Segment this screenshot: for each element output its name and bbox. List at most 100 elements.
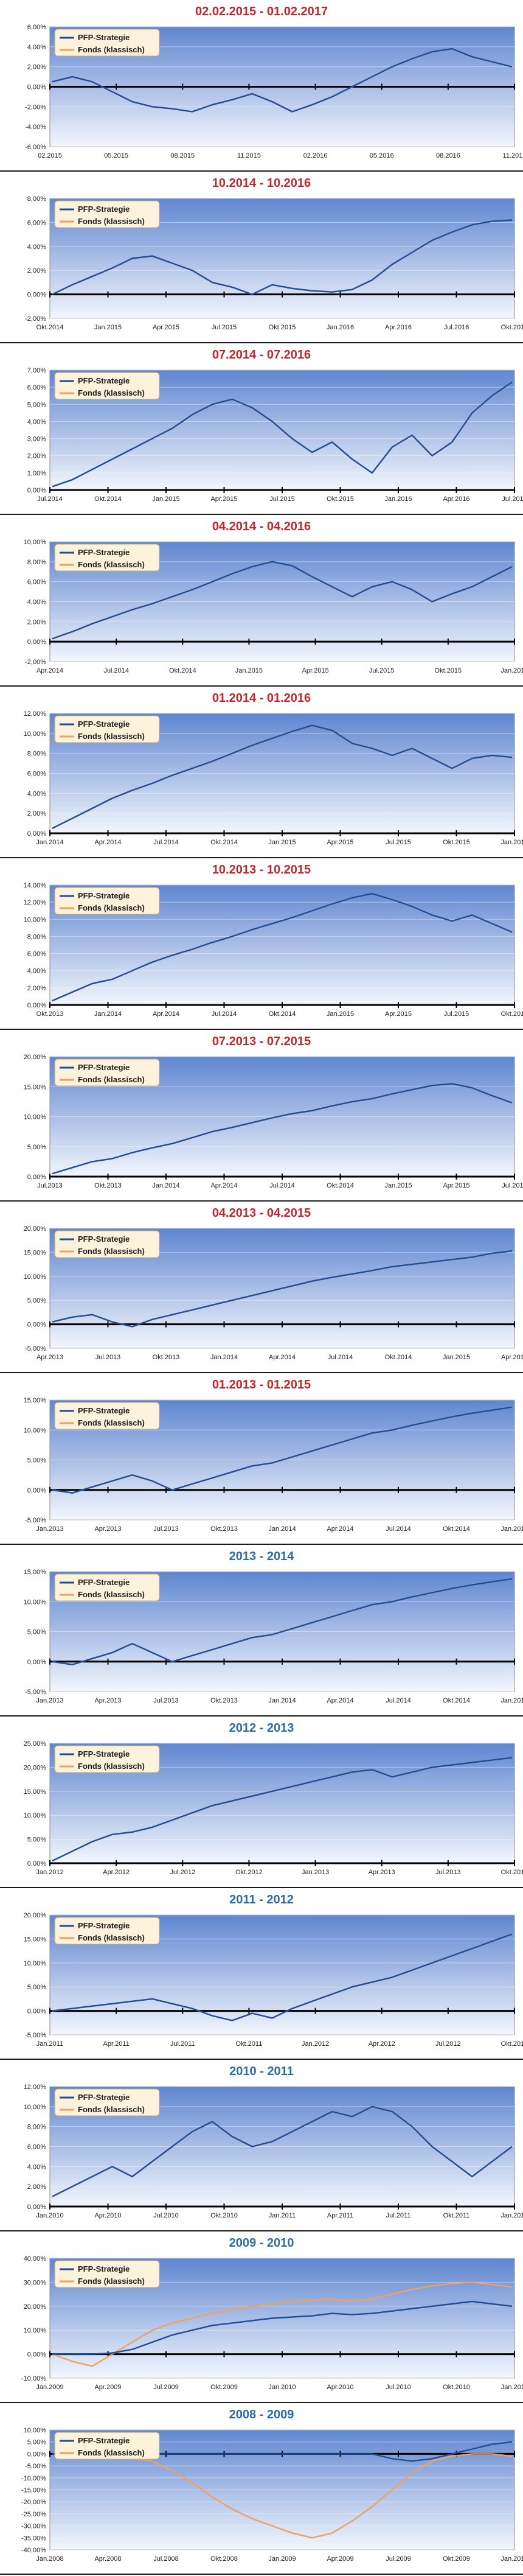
y-tick-label: 4,00% xyxy=(27,968,46,975)
chart-title: 2009 - 2010 xyxy=(229,2236,294,2250)
x-tick-label: Jul.2014 xyxy=(103,667,129,674)
y-tick-label: 0,00% xyxy=(27,2008,46,2015)
x-tick-label: Apr.2012 xyxy=(369,2040,395,2048)
x-tick-label: Okt.2014 xyxy=(443,1697,470,1704)
y-tick-label: 6,00% xyxy=(27,219,46,226)
chart-panel: 04.2014 - 04.2016 10,00% 8,00% 6,00% 4,00% 2,… xyxy=(0,515,523,687)
legend-label: Fonds (klassisch) xyxy=(78,2277,145,2286)
x-tick-label: Jul.2013 xyxy=(153,1697,179,1704)
y-tick-label: 1,00% xyxy=(27,470,46,477)
x-tick-label: Jan.2008 xyxy=(36,2555,63,2563)
legend-box xyxy=(54,2088,160,2116)
y-tick-label: 10,00% xyxy=(24,730,47,738)
x-tick-label: Apr.2014 xyxy=(36,667,63,674)
y-tick-label: 6,00% xyxy=(27,24,46,31)
legend-label: Fonds (klassisch) xyxy=(78,1247,145,1256)
x-tick-label: Apr.2011 xyxy=(327,2212,353,2219)
y-tick-label: 7,00% xyxy=(27,367,46,374)
y-tick-label: 15,00% xyxy=(24,1788,47,1796)
x-tick-label: Apr.2012 xyxy=(103,1869,130,1876)
x-tick-label: Jul.2016 xyxy=(444,324,469,331)
x-tick-label: Okt.2012 xyxy=(235,1869,263,1876)
legend-box xyxy=(54,1059,160,1087)
chart-title: 07.2014 - 07.2016 xyxy=(212,348,311,362)
x-tick-label: Jul.2015 xyxy=(212,324,237,331)
line-chart: 6,00%4,00%2,00%0,00%-2,00%-4,00%-6,00%02… xyxy=(25,24,523,159)
legend-label: Fonds (klassisch) xyxy=(78,560,145,569)
y-tick-label: -5,00% xyxy=(25,1517,46,1524)
y-tick-label: 4,00% xyxy=(27,599,46,606)
x-tick-label: Jan.2015 xyxy=(327,1010,354,1018)
x-tick-label: Apr.2015 xyxy=(443,1182,469,1189)
chart-title: 01.2013 - 01.2015 xyxy=(212,1378,311,1391)
x-tick-label: Jan.2015 xyxy=(500,1525,523,1533)
y-tick-label: 5,00% xyxy=(27,2439,46,2446)
y-tick-label: -20,00% xyxy=(21,2499,46,2506)
chart-title: 2011 - 2012 xyxy=(229,1893,294,1906)
series-line-pfp-strategie xyxy=(52,2300,513,2355)
x-tick-label: Okt.2013 xyxy=(210,1525,238,1533)
y-tick-label: 15,00% xyxy=(24,1936,47,1943)
y-tick-label: 20,00% xyxy=(24,2303,47,2311)
y-tick-label: -35,00% xyxy=(21,2535,46,2542)
series-line-pfp-strategie xyxy=(52,1578,513,1665)
y-tick-label: 15,00% xyxy=(24,1569,47,1576)
x-tick-label: Jan.2015 xyxy=(268,839,296,846)
x-tick-label: Apr.2014 xyxy=(153,1010,179,1018)
legend-box xyxy=(54,2260,160,2288)
y-tick-label: 8,00% xyxy=(27,933,46,940)
x-tick-label: Jul.2013 xyxy=(153,1525,179,1533)
x-tick-label: Apr.2015 xyxy=(327,839,353,846)
y-tick-label: 25,00% xyxy=(24,1740,47,1748)
x-tick-label: Okt.2014 xyxy=(169,667,196,674)
chart-panel: 01.2014 - 01.2016 12,00% 10,00% 8,00% 6,00% 4… xyxy=(0,687,523,858)
y-tick-label: 10,00% xyxy=(24,2427,47,2434)
y-tick-label: 30,00% xyxy=(24,2279,47,2286)
y-tick-label: 10,00% xyxy=(24,2327,47,2334)
x-tick-label: Okt.2015 xyxy=(269,324,296,331)
y-tick-label: 8,00% xyxy=(27,2124,46,2131)
x-tick-label: 11.2016 xyxy=(503,152,523,159)
y-tick-label: 0,00% xyxy=(27,84,46,91)
y-tick-label: 0,00% xyxy=(27,1174,46,1181)
y-tick-label: 2,00% xyxy=(27,810,46,817)
legend-label: Fonds (klassisch) xyxy=(78,388,145,397)
chart-title: 01.2014 - 01.2016 xyxy=(212,691,311,705)
legend: PFP-Strategie Fonds (klassisch) xyxy=(54,1230,160,1258)
x-tick-label: Apr.2016 xyxy=(443,495,469,503)
legend-box xyxy=(54,1917,160,1945)
x-tick-label: Jul.2013 xyxy=(435,1869,461,1876)
y-tick-label: 10,00% xyxy=(24,1960,47,1967)
x-tick-label: Apr.2015 xyxy=(385,1010,412,1018)
chart-title: 2012 - 2013 xyxy=(229,1721,294,1735)
y-tick-label: -40,00% xyxy=(21,2547,46,2554)
legend-label: PFP-Strategie xyxy=(78,2436,130,2445)
x-tick-label: Okt.2011 xyxy=(236,2040,263,2048)
chart-panel: 02.02.2015 - 01.02.2017 6,00% 4,00% 2,00% 0,… xyxy=(0,0,523,172)
y-tick-label: -25,00% xyxy=(21,2511,46,2518)
y-tick-label: 0,00% xyxy=(27,1860,46,1867)
legend: PFP-Strategie Fonds (klassisch) xyxy=(54,887,160,915)
y-tick-label: 10,00% xyxy=(24,1114,47,1121)
x-tick-label: Jan.2009 xyxy=(36,2384,63,2391)
x-tick-label: Jan.2011 xyxy=(269,2212,296,2219)
x-tick-label: Apr.2009 xyxy=(94,2384,121,2391)
line-chart: 14,00% 12,00% 10,00% 8,00% 6,00% 4,00% 2,00% 0,… xyxy=(24,882,523,1018)
series-line-pfp-strategie xyxy=(52,1933,513,2021)
y-tick-label: 0,00% xyxy=(27,1002,46,1009)
y-tick-label: -6,00% xyxy=(25,144,46,151)
x-tick-label: Jan.2010 xyxy=(500,2555,523,2563)
legend-box xyxy=(54,372,160,400)
legend-label: PFP-Strategie xyxy=(78,1063,130,1072)
line-chart: 15,00% 10,00% 5,00% 0,00% -5,00%Jan.2013 Apr.… xyxy=(24,1569,523,1704)
x-tick-label: 05.2016 xyxy=(370,152,394,159)
y-tick-label: -5,00% xyxy=(25,1689,46,1696)
x-tick-label: Okt.2013 xyxy=(36,1010,64,1018)
x-tick-label: Okt.2015 xyxy=(327,495,354,503)
legend: PFP-Strategie Fonds (klassisch) xyxy=(54,1059,160,1087)
x-tick-label: Jul.2016 xyxy=(502,495,523,503)
legend-label: Fonds (klassisch) xyxy=(78,2105,145,2114)
series-line-pfp-strategie xyxy=(52,724,513,829)
series-line-pfp-strategie xyxy=(52,1757,513,1862)
